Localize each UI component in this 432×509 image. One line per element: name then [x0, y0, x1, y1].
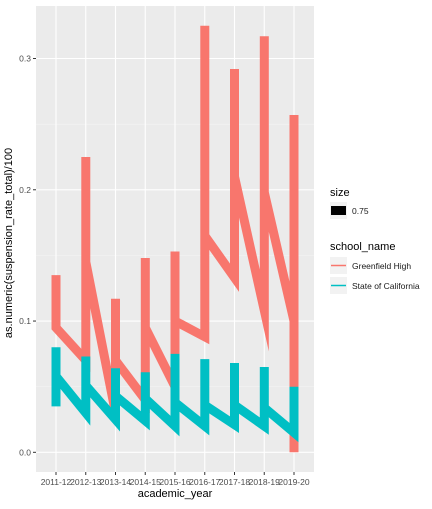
x-tick-label: 2015-16 — [159, 477, 190, 487]
y-tick-label: 0.0 — [19, 447, 31, 457]
series-line-state-of-california — [51, 347, 299, 443]
y-axis-title: as.numeric(suspension_rate_total)/100 — [3, 148, 15, 338]
x-tick-label: 2014-15 — [130, 477, 161, 487]
data-series — [51, 25, 299, 453]
legend-label: State of California — [352, 281, 420, 291]
x-axis-title: academic_year — [138, 488, 213, 500]
size-legend: size 0.75 — [330, 187, 369, 219]
x-tick-label: 2019-20 — [278, 477, 309, 487]
x-tick-label: 2016-17 — [189, 477, 220, 487]
axes: 0.0 0.1 0.2 0.3 2011-122012-132013-142014-15… — [19, 54, 310, 487]
size-legend-title: size — [330, 187, 350, 199]
size-legend-swatch — [331, 206, 346, 215]
size-legend-label: 0.75 — [352, 206, 369, 216]
y-tick-label: 0.3 — [19, 54, 31, 64]
x-tick-label: 2012-13 — [70, 477, 101, 487]
legend-entries: Greenfield High State of California — [330, 257, 420, 294]
color-legend: school_name Greenfield High State of Cali… — [330, 241, 420, 294]
x-tick-label: 2011-12 — [41, 477, 72, 487]
legend-label: Greenfield High — [352, 261, 411, 271]
series-line-greenfield-high — [51, 25, 299, 453]
x-tick-label: 2018-19 — [249, 477, 280, 487]
x-tick-label: 2013-14 — [100, 477, 131, 487]
x-tick-label: 2017-18 — [219, 477, 250, 487]
color-legend-title: school_name — [330, 241, 395, 253]
y-tick-label: 0.1 — [19, 316, 31, 326]
y-tick-label: 0.2 — [19, 185, 31, 195]
